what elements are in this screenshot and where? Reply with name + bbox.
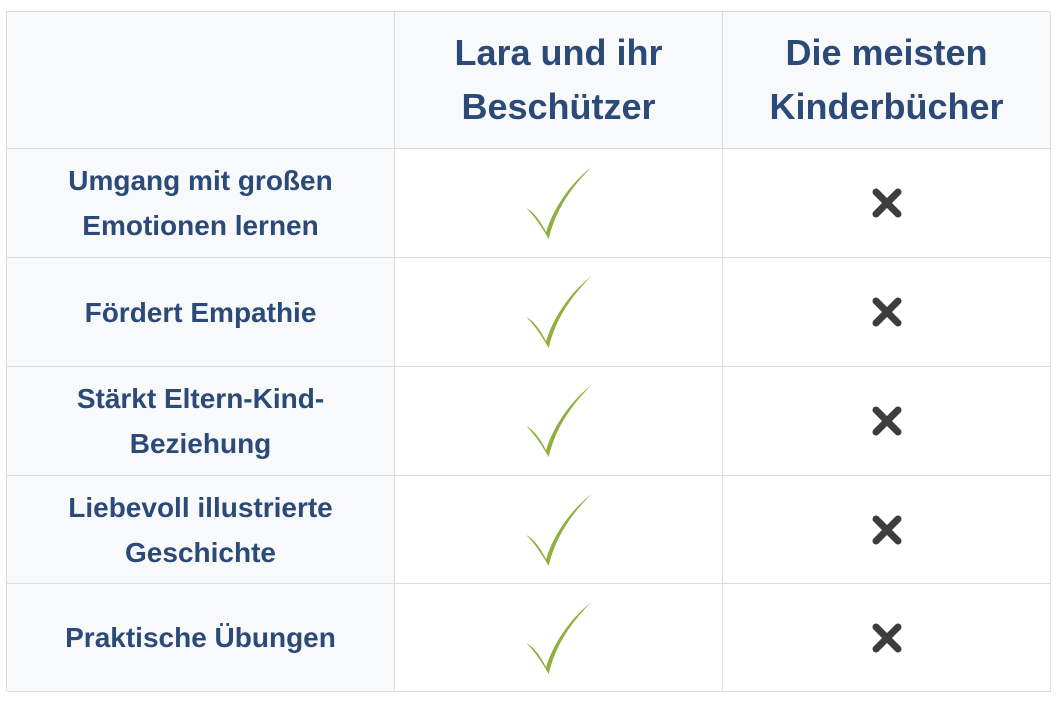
product-check-cell [395, 258, 723, 367]
product-check-cell [395, 367, 723, 476]
header-product-label: Lara und ihr Beschützer [454, 32, 663, 127]
header-product-cell: Lara und ihr Beschützer [395, 12, 723, 149]
feature-label: Praktische Übungen [65, 622, 336, 653]
others-cross-cell [723, 149, 1051, 258]
cross-icon [872, 515, 901, 544]
others-cross-cell [723, 476, 1051, 584]
feature-cell: Praktische Übungen [7, 584, 395, 692]
feature-label: Fördert Empathie [84, 296, 317, 328]
others-cross-cell [723, 258, 1051, 367]
header-others-cell: Die meisten Kinderbücher [723, 12, 1051, 149]
feature-label: Liebevoll illustrierte Geschichte [68, 491, 333, 568]
header-others-label: Die meisten Kinderbücher [769, 32, 1004, 127]
cross-icon [872, 188, 901, 218]
header-corner-cell [7, 12, 395, 149]
others-cross-cell [723, 584, 1051, 692]
cross-icon [872, 623, 901, 652]
check-icon [525, 601, 592, 674]
feature-label: Umgang mit großen Emotionen lernen [68, 165, 333, 241]
product-check-cell [395, 476, 723, 584]
check-icon [525, 166, 592, 240]
feature-cell: Umgang mit großen Emotionen lernen [7, 149, 395, 258]
check-icon [525, 384, 592, 458]
check-icon [525, 275, 592, 349]
feature-cell: Fördert Empathie [7, 258, 395, 367]
comparison-table: Lara und ihr Beschützer Die meisten Kind… [6, 11, 1051, 692]
cross-icon [872, 297, 901, 327]
feature-cell: Liebevoll illustrierte Geschichte [7, 476, 395, 584]
feature-cell: Stärkt Eltern-Kind-Beziehung [7, 367, 395, 476]
cross-icon [872, 406, 901, 436]
product-check-cell [395, 584, 723, 692]
check-icon [525, 493, 592, 566]
feature-label: Stärkt Eltern-Kind-Beziehung [76, 383, 325, 459]
product-check-cell [395, 149, 723, 258]
others-cross-cell [723, 367, 1051, 476]
